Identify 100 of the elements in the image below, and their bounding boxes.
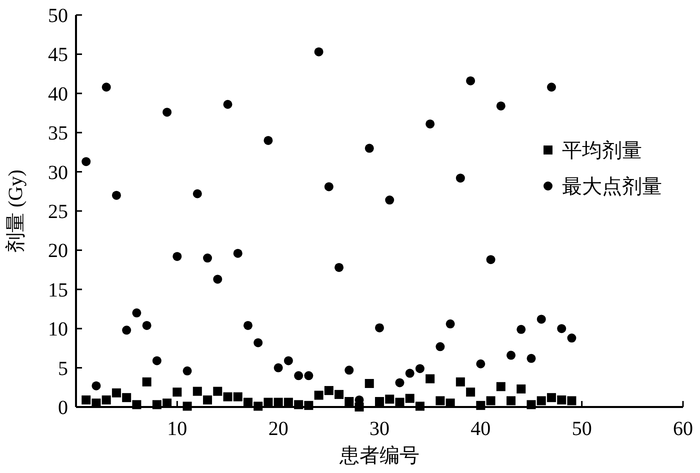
point — [254, 402, 263, 411]
point — [132, 308, 142, 318]
point — [526, 400, 536, 410]
point — [415, 364, 424, 374]
point — [304, 400, 314, 410]
point — [102, 395, 111, 404]
point — [314, 47, 324, 56]
point — [536, 314, 546, 324]
point — [264, 398, 273, 407]
point — [82, 395, 91, 404]
point — [536, 396, 546, 406]
point — [132, 400, 142, 410]
x-tick-label: 60 — [673, 418, 693, 440]
point — [436, 342, 445, 352]
point — [182, 402, 192, 411]
point — [486, 255, 496, 264]
point — [243, 320, 252, 330]
point — [274, 363, 283, 372]
point — [364, 378, 374, 388]
point — [486, 396, 496, 406]
point — [344, 397, 354, 406]
point — [182, 366, 192, 376]
point — [506, 396, 516, 406]
point — [385, 394, 394, 404]
point — [436, 396, 445, 406]
x-axis-title: 患者编号 — [338, 445, 420, 467]
point — [192, 189, 202, 198]
point — [294, 371, 304, 380]
point — [152, 356, 162, 366]
x-tick-label: 40 — [470, 418, 491, 440]
point — [546, 393, 556, 402]
point — [546, 82, 556, 92]
y-tick-label: 10 — [48, 318, 68, 341]
legend-label: 平均剂量 — [562, 140, 642, 162]
point — [415, 402, 424, 411]
legend-label: 最大点剂量 — [562, 176, 662, 198]
point — [496, 101, 506, 110]
point — [476, 400, 486, 410]
point — [375, 397, 384, 406]
y-tick-label: 15 — [48, 279, 68, 302]
point — [192, 386, 202, 396]
x-tick-label: 50 — [572, 418, 592, 440]
point — [466, 388, 476, 397]
point — [254, 338, 263, 348]
point — [426, 374, 435, 384]
point — [172, 388, 182, 397]
point — [162, 108, 172, 117]
point — [274, 398, 283, 407]
point — [213, 386, 222, 396]
point — [557, 324, 566, 334]
point — [92, 381, 101, 390]
point — [284, 356, 293, 366]
point — [324, 386, 334, 396]
point — [557, 395, 566, 404]
point — [334, 262, 344, 272]
y-tick-label: 35 — [48, 122, 68, 145]
x-tick-label: 20 — [268, 418, 288, 440]
point — [456, 174, 465, 183]
point — [112, 190, 121, 200]
point — [223, 392, 232, 402]
point — [102, 82, 111, 92]
point — [516, 384, 526, 394]
point — [233, 248, 242, 258]
point — [334, 390, 344, 399]
point — [122, 326, 132, 335]
y-tick-label: 30 — [48, 162, 68, 184]
y-tick-label: 40 — [48, 83, 68, 106]
point — [324, 182, 334, 192]
point — [567, 396, 576, 406]
y-tick-label: 50 — [48, 5, 68, 27]
x-tick-label: 30 — [370, 418, 390, 440]
point — [516, 324, 526, 334]
point — [233, 392, 242, 402]
point — [152, 400, 162, 410]
point — [314, 390, 324, 400]
point — [395, 398, 404, 407]
y-axis-title: 剂量 (Gy) — [5, 170, 27, 252]
point — [405, 368, 414, 378]
point — [405, 394, 414, 403]
point — [456, 377, 465, 386]
point — [375, 323, 384, 332]
point — [172, 252, 182, 261]
point — [466, 76, 476, 86]
point — [112, 388, 121, 398]
point — [446, 319, 455, 328]
point — [506, 350, 516, 360]
point — [304, 371, 314, 380]
y-tick-label: 5 — [58, 358, 68, 380]
point — [264, 136, 273, 145]
point — [122, 393, 132, 402]
y-tick-label: 20 — [48, 240, 68, 262]
point — [395, 378, 404, 388]
point — [526, 354, 536, 363]
point — [385, 196, 394, 205]
x-tick-label: 10 — [167, 418, 188, 440]
point — [476, 359, 486, 368]
y-tick-label: 0 — [58, 397, 68, 419]
point — [364, 144, 374, 153]
point — [203, 254, 212, 263]
point — [203, 395, 212, 404]
